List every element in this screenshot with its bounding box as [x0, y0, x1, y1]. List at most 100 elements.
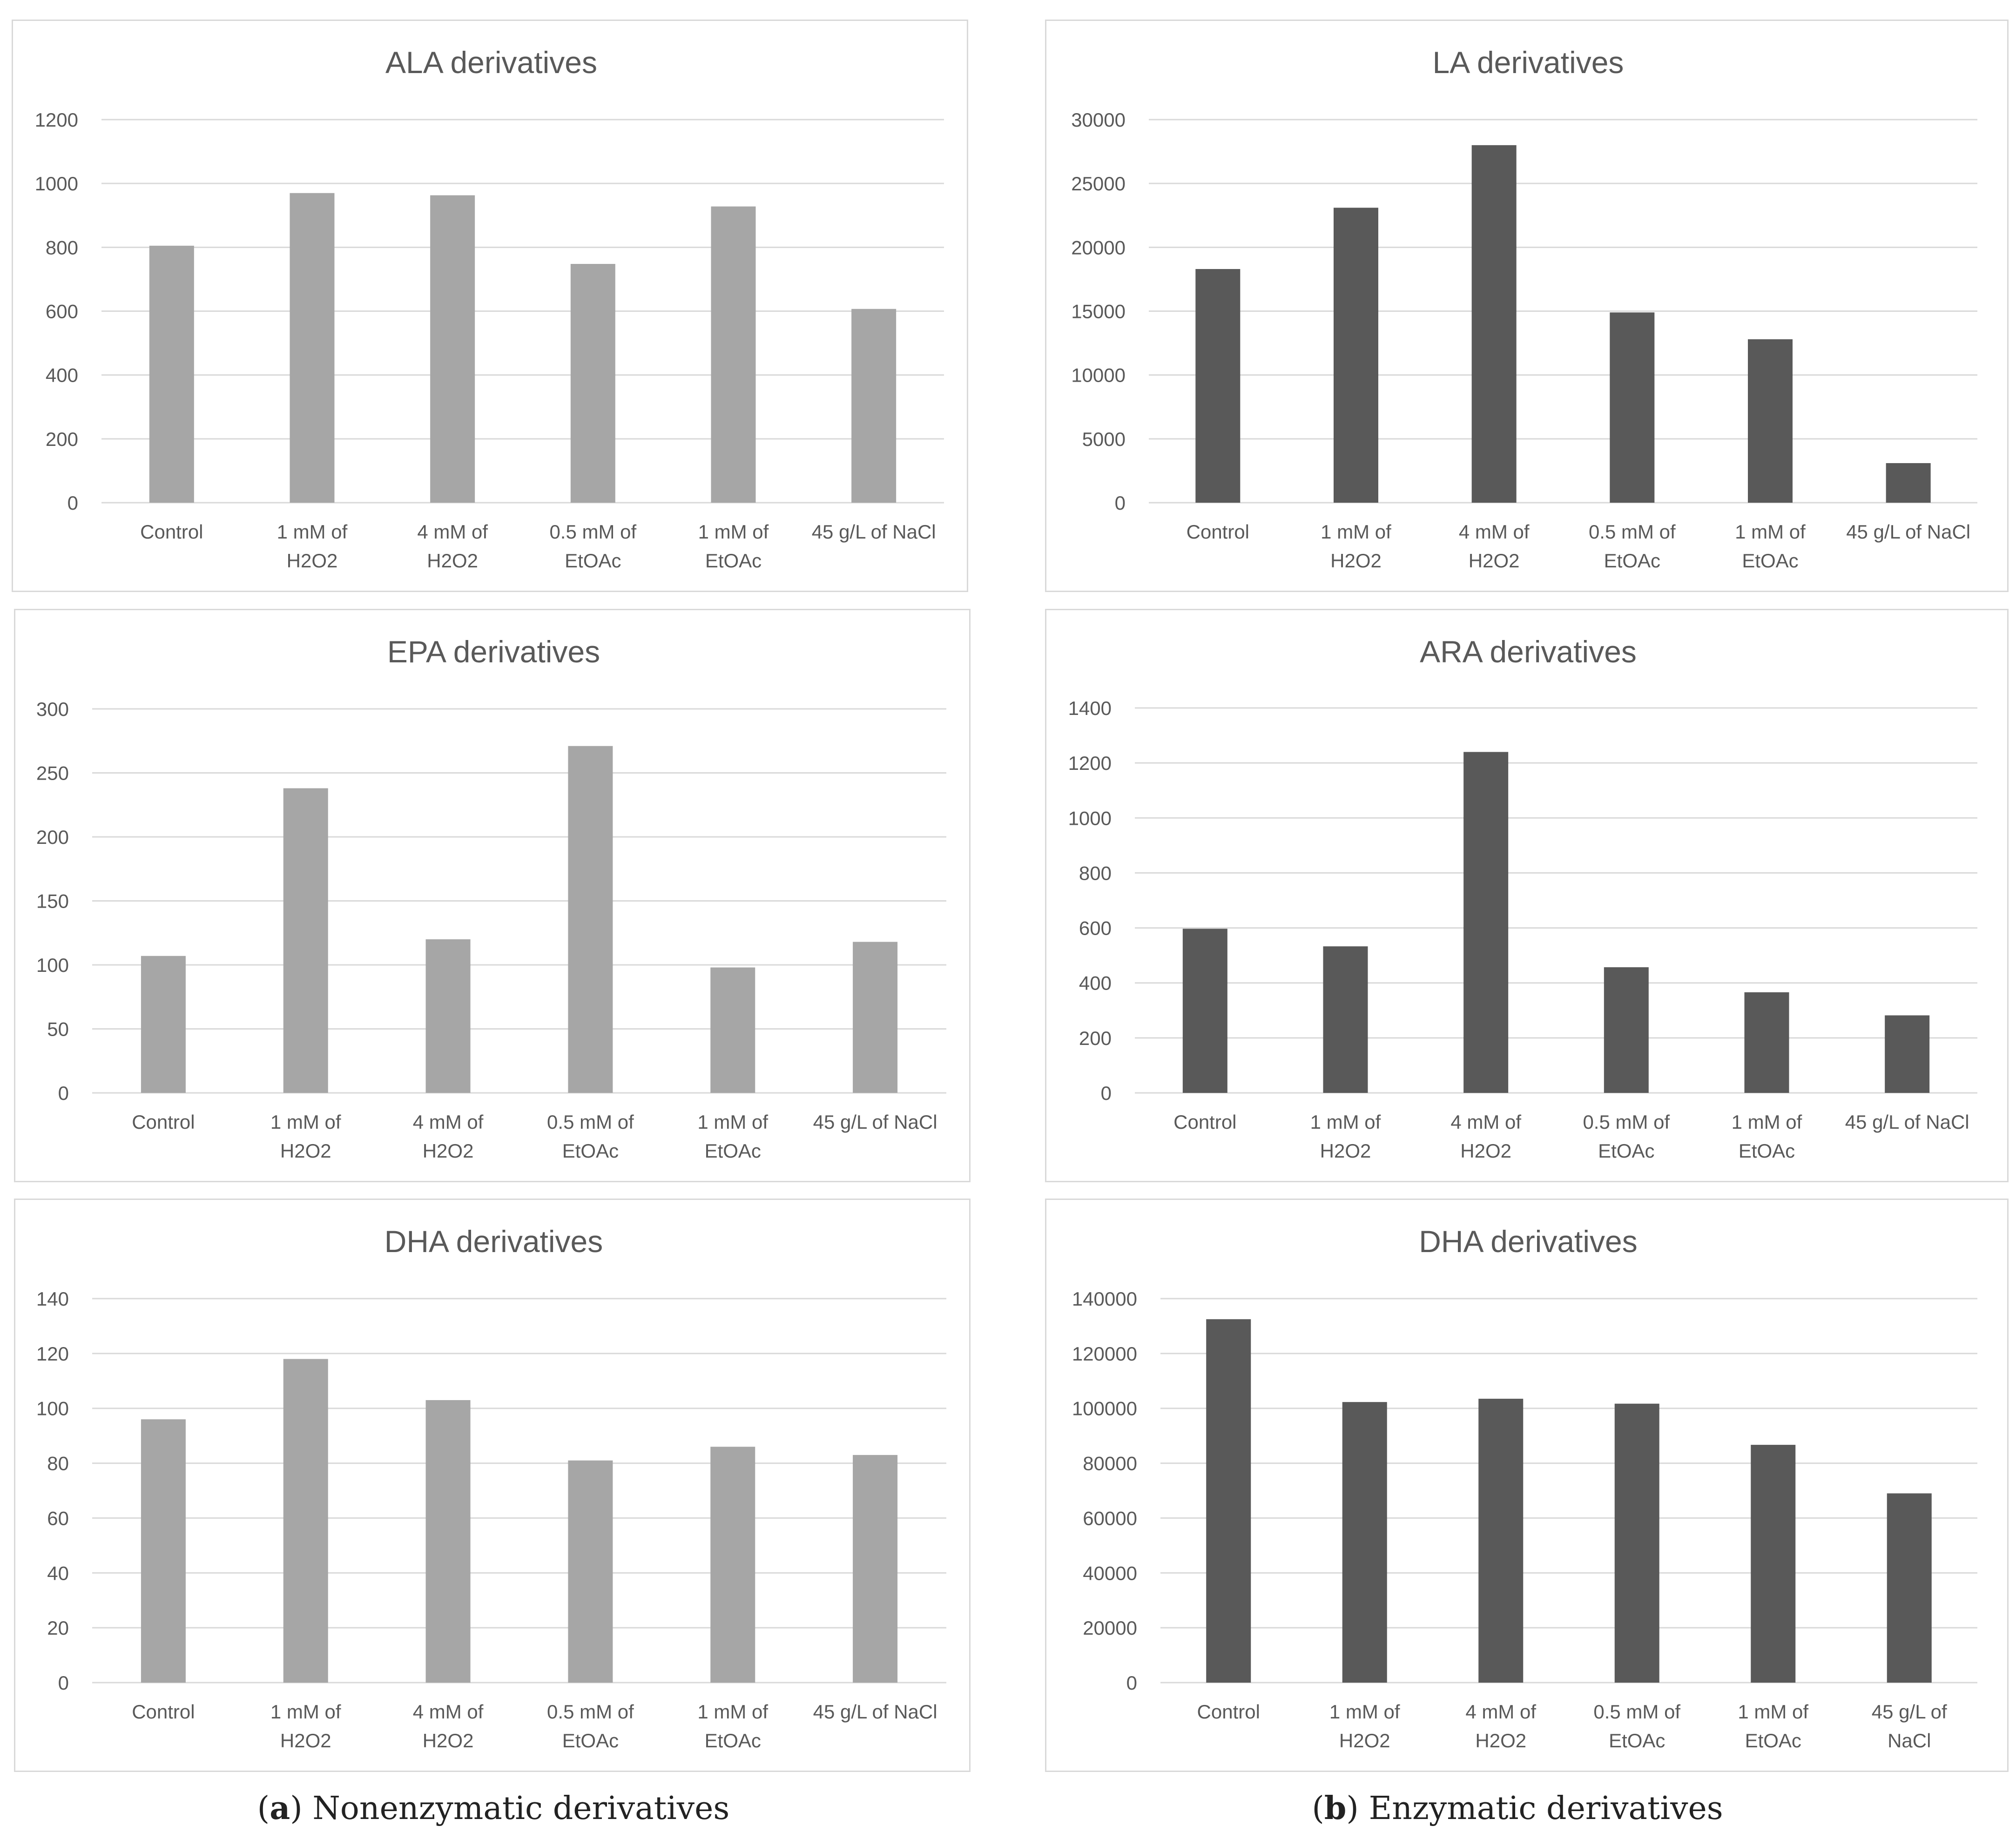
bar	[290, 193, 335, 503]
x-tick-label: 1 mM of	[1732, 1111, 1802, 1133]
y-tick-label: 10000	[1071, 364, 1126, 386]
y-tick-label: 60000	[1083, 1507, 1137, 1529]
x-tick-label: Control	[132, 1701, 195, 1723]
chart-title: DHA derivatives	[1419, 1224, 1638, 1259]
y-tick-label: 25000	[1071, 173, 1126, 195]
bar	[1885, 1015, 1930, 1093]
y-tick-label: 40000	[1083, 1562, 1137, 1584]
x-tick-label: EtOAc	[1609, 1730, 1665, 1752]
y-tick-label: 0	[58, 1672, 69, 1694]
x-tick-label: 45 g/L of NaCl	[813, 1701, 937, 1723]
x-tick-label: EtOAc	[1739, 1140, 1795, 1162]
chart-ala: ALA derivatives 0 200 400 600 800 1000 1200 Cont…	[12, 20, 968, 592]
y-tick-label: 100	[36, 1398, 69, 1420]
x-tick-label: 4 mM of	[417, 521, 488, 543]
x-tick-label: Control	[140, 521, 203, 543]
x-tick-label: EtOAc	[1598, 1140, 1654, 1162]
x-tick-label: 0.5 mM of	[547, 1701, 634, 1723]
x-tick-label: 4 mM of	[413, 1111, 484, 1133]
bar	[1323, 946, 1368, 1093]
bar	[1886, 463, 1931, 503]
x-tick-label: 1 mM of	[1735, 521, 1806, 543]
chart-title: DHA derivatives	[384, 1224, 603, 1259]
y-tick-label: 600	[1079, 917, 1112, 939]
y-tick-label: 1200	[1068, 752, 1112, 774]
y-tick-label: 80	[47, 1453, 69, 1475]
bar	[141, 956, 186, 1093]
x-tick-label: Control	[1173, 1111, 1236, 1133]
y-tick-label: 0	[1115, 492, 1126, 514]
bar	[1195, 269, 1241, 503]
chart-epa: EPA derivatives 0 50 100 150 200 250 300 Control…	[14, 609, 971, 1182]
y-tick-label: 200	[1079, 1027, 1112, 1049]
bar	[1887, 1493, 1932, 1683]
x-tick-label: 1 mM of	[270, 1701, 341, 1723]
x-tick-label: NaCl	[1888, 1730, 1931, 1752]
chart-epa-svg: EPA derivatives 0 50 100 150 200 250 300 Control…	[36, 634, 946, 1162]
x-tick-label: Control	[1187, 521, 1249, 543]
y-tick-label: 1000	[35, 173, 78, 195]
x-tick-label: H2O2	[1460, 1140, 1511, 1162]
bar	[1604, 967, 1649, 1093]
x-tick-label: EtOAc	[1742, 550, 1798, 572]
x-tick-label: 1 mM of	[1329, 1701, 1400, 1723]
bar	[1471, 145, 1517, 503]
x-tick-label: EtOAc	[1745, 1730, 1801, 1752]
x-tick-label: 45 g/L of	[1872, 1701, 1947, 1723]
y-tick-label: 1000	[1068, 807, 1112, 829]
x-tick-label: 0.5 mM of	[1583, 1111, 1670, 1133]
bar	[1748, 339, 1793, 503]
y-tick-label: 600	[46, 301, 78, 323]
x-tick-label: H2O2	[280, 1730, 331, 1752]
x-tick-label: 1 mM of	[697, 1701, 768, 1723]
x-tick-label: H2O2	[1320, 1140, 1371, 1162]
y-tick-label: 30000	[1071, 109, 1126, 131]
y-tick-label: 80000	[1083, 1453, 1137, 1475]
chart-dha-enzymatic: DHA derivatives 0 20000 40000 60000 80000 1000…	[1045, 1199, 2009, 1772]
bar	[1751, 1445, 1796, 1683]
y-tick-label: 15000	[1071, 301, 1126, 323]
bar	[570, 263, 615, 503]
y-tick-label: 200	[36, 826, 69, 848]
bar	[283, 1359, 328, 1683]
chart-title: EPA derivatives	[387, 634, 600, 669]
y-tick-label: 100	[36, 954, 69, 976]
x-tick-label: 4 mM of	[1450, 1111, 1521, 1133]
x-tick-label: EtOAc	[705, 550, 762, 572]
y-tick-label: 20	[47, 1617, 69, 1639]
y-tick-label: 250	[36, 762, 69, 784]
x-tick-label: EtOAc	[562, 1730, 619, 1752]
bar	[141, 1419, 186, 1683]
bar	[711, 206, 756, 503]
x-tick-label: 4 mM of	[1465, 1701, 1536, 1723]
chart-ara-svg: ARA derivatives 0 200 400 600 800 1000 1200 1400…	[1068, 634, 1977, 1162]
chart-title: ARA derivatives	[1420, 634, 1637, 669]
chart-la-svg: LA derivatives 0 5000 10000 15000 20000 25000 3…	[1071, 45, 1977, 572]
y-tick-label: 140000	[1072, 1288, 1137, 1310]
bar	[568, 746, 613, 1093]
x-tick-label: 45 g/L of NaCl	[1846, 521, 1970, 543]
bar	[568, 1460, 613, 1683]
x-tick-label: 0.5 mM of	[547, 1111, 634, 1133]
y-tick-label: 400	[46, 364, 78, 386]
bar	[1478, 1399, 1524, 1683]
y-tick-label: 200	[46, 428, 78, 450]
x-tick-label: H2O2	[1475, 1730, 1526, 1752]
bar	[853, 942, 898, 1093]
y-tick-label: 300	[36, 698, 69, 720]
bar	[1206, 1319, 1251, 1683]
x-tick-label: 45 g/L of NaCl	[1845, 1111, 1969, 1133]
x-tick-label: 1 mM of	[698, 521, 769, 543]
x-tick-label: 1 mM of	[1738, 1701, 1808, 1723]
chart-title: ALA derivatives	[385, 45, 597, 80]
x-tick-label: H2O2	[1339, 1730, 1390, 1752]
y-tick-label: 140	[36, 1288, 69, 1310]
y-tick-label: 0	[58, 1082, 69, 1104]
bar	[1334, 208, 1378, 503]
x-tick-label: EtOAc	[565, 550, 621, 572]
x-tick-label: 45 g/L of NaCl	[813, 1111, 937, 1133]
x-tick-label: EtOAc	[705, 1140, 761, 1162]
chart-dha-nonenzymatic: DHA derivatives 0 20 40 60 80 100 120 140 Control…	[14, 1199, 971, 1772]
y-tick-label: 0	[67, 492, 78, 514]
x-tick-label: 45 g/L of NaCl	[812, 521, 936, 543]
